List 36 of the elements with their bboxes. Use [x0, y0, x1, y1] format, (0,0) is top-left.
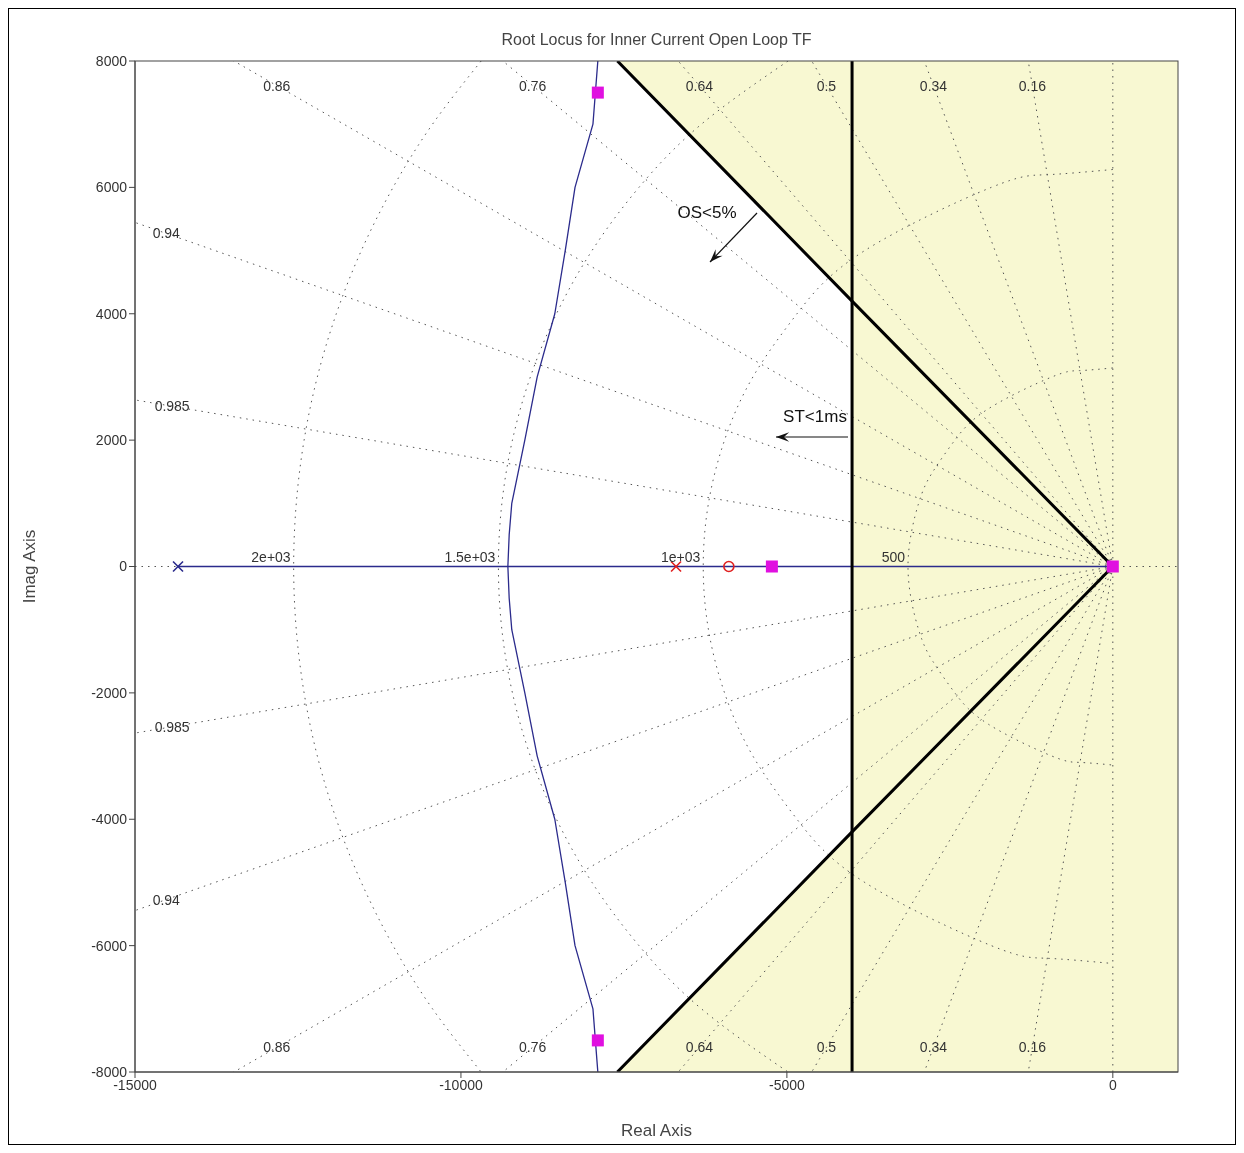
annotation: OS<5% — [677, 203, 737, 222]
x-tick-label: 0 — [1108, 1076, 1117, 1093]
x-tick-label: -10000 — [439, 1076, 483, 1093]
series-label: 0.16 — [1018, 1039, 1047, 1056]
series-label: 2e+03 — [251, 548, 291, 565]
series-label: 0.34 — [919, 1039, 948, 1056]
series-label: 0.5 — [816, 1039, 837, 1056]
series-label: 0.5 — [816, 77, 837, 94]
y-tick-label: -2000 — [91, 684, 128, 701]
series-label: 1e+03 — [660, 548, 701, 565]
series-label: 500 — [881, 548, 906, 565]
series-label: 0.64 — [685, 77, 714, 94]
series-label: 0.16 — [1018, 77, 1047, 94]
series-label: 0.985 — [154, 398, 190, 415]
y-tick-label: 4000 — [95, 305, 128, 322]
series-label: 0.86 — [263, 77, 291, 94]
series-label: 0.64 — [685, 1039, 714, 1056]
y-axis-title: Imag Axis — [20, 529, 40, 604]
annotation: ST<1ms — [783, 407, 847, 426]
series-label: 0.94 — [152, 225, 181, 242]
series-label: 0.34 — [919, 77, 948, 94]
y-tick-label: 8000 — [95, 52, 128, 69]
x-axis-title: Real Axis — [621, 1121, 692, 1140]
y-tick-label: 2000 — [95, 432, 128, 449]
series-label: 0.76 — [518, 77, 547, 94]
y-tick-label: 6000 — [95, 179, 128, 196]
series-label: 0.94 — [152, 891, 181, 908]
series-label: 0.86 — [263, 1039, 291, 1056]
series-label: 0.76 — [518, 1039, 547, 1056]
y-tick-label: 0 — [119, 558, 128, 575]
series-label: 1.5e+03 — [444, 548, 496, 565]
y-tick-label: -4000 — [91, 811, 128, 828]
chart-title: Root Locus for Inner Current Open Loop TF — [500, 31, 813, 49]
series-label: 0.985 — [154, 718, 190, 735]
x-tick-label: -5000 — [768, 1076, 805, 1093]
y-tick-label: -6000 — [91, 937, 128, 954]
